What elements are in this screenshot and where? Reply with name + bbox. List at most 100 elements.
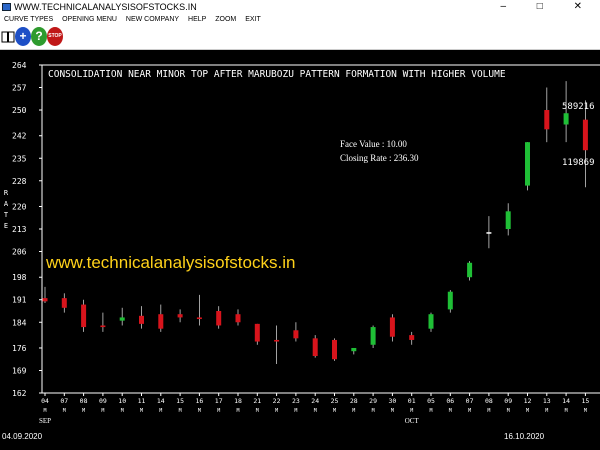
closing-rate: Closing Rate : 236.30	[340, 153, 419, 163]
candle-body	[42, 298, 48, 302]
y-tick-label: 169	[12, 366, 27, 375]
x-tick-sublabel: M	[275, 408, 278, 414]
x-tick-sublabel: M	[236, 408, 239, 414]
candle-body	[409, 335, 415, 340]
y-tick-label: 191	[12, 296, 27, 305]
x-tick-sublabel: M	[294, 408, 297, 414]
y-tick-label: 213	[12, 225, 27, 234]
x-tick-label: 15	[176, 397, 184, 405]
end-date: 16.10.2020	[504, 432, 545, 441]
x-tick-sublabel: M	[140, 408, 143, 414]
ticker-symbol: SHAKTIPUMP	[145, 27, 241, 45]
x-tick-sublabel: M	[352, 408, 355, 414]
rate-label-letter: T	[3, 211, 9, 219]
x-tick-sublabel: M	[121, 408, 124, 414]
y-tick-label: 220	[12, 202, 27, 211]
candle-body	[196, 317, 202, 320]
candle-body	[254, 323, 260, 342]
x-tick-sublabel: M	[159, 408, 162, 414]
candle-body	[370, 327, 376, 345]
volume-high: 589216	[562, 102, 595, 112]
x-tick-sublabel: M	[82, 408, 85, 414]
x-tick-label: 25	[331, 397, 339, 405]
candle-body	[274, 339, 280, 342]
x-tick-label: 13	[543, 397, 551, 405]
x-tick-sublabel: M	[468, 408, 471, 414]
menu-zoom[interactable]: ZOOM	[215, 16, 237, 23]
menu-opening-menu[interactable]: OPENING MENU	[62, 16, 117, 23]
x-tick-sublabel: M	[43, 408, 46, 414]
face-value: Face Value : 10.00	[340, 139, 407, 149]
x-tick-label: 14	[562, 397, 570, 405]
x-tick-label: 08	[485, 397, 493, 405]
candle-body	[139, 315, 144, 324]
window-title: WWW.TECHNICALANALYSISOFSTOCKS.IN	[14, 2, 197, 12]
x-tick-label: 08	[80, 397, 88, 405]
candle-body	[525, 142, 530, 186]
x-tick-label: 07	[60, 397, 68, 405]
x-tick-sublabel: M	[429, 408, 432, 414]
x-tick-label: 18	[234, 397, 242, 405]
start-date: 04.09.2020	[2, 432, 43, 441]
window-controls: – □ ✕	[500, 0, 596, 14]
x-tick-sublabel: M	[487, 408, 490, 414]
x-tick-sublabel: M	[391, 408, 394, 414]
candle-body	[312, 338, 318, 357]
x-tick-label: 12	[524, 397, 532, 405]
candle-body	[486, 232, 492, 234]
x-tick-sublabel: M	[526, 408, 529, 414]
x-tick-label: 21	[253, 397, 261, 405]
plus-icon[interactable]: +	[15, 27, 31, 46]
toolbar: + ? STOP	[0, 25, 600, 50]
x-tick-label: 29	[369, 397, 377, 405]
x-tick-label: 28	[350, 397, 358, 405]
x-tick-sublabel: M	[101, 408, 104, 414]
x-tick-sublabel: M	[372, 408, 375, 414]
candle-body	[351, 347, 357, 352]
y-tick-label: 184	[12, 318, 27, 327]
x-tick-sublabel: M	[198, 408, 201, 414]
x-tick-sublabel: M	[314, 408, 317, 414]
y-tick-label: 162	[12, 389, 27, 398]
candle-body	[447, 291, 453, 310]
x-tick-label: 30	[388, 397, 396, 405]
candle-body	[544, 110, 550, 130]
menu-new-company[interactable]: NEW COMPANY	[125, 16, 180, 23]
candle-body	[61, 298, 67, 308]
menu-exit[interactable]: EXIT	[245, 16, 261, 23]
minimize-button[interactable]: –	[500, 1, 520, 12]
website-watermark: www.technicalanalysisofstocks.in	[46, 253, 296, 272]
volume-low: 119869	[562, 158, 595, 168]
y-tick-label: 264	[12, 61, 27, 70]
x-tick-sublabel: M	[449, 408, 452, 414]
month-label: SEP	[39, 417, 51, 425]
candle-body	[81, 304, 87, 328]
x-tick-label: 15	[581, 397, 589, 405]
candle-body	[582, 119, 588, 151]
candle-body	[177, 314, 183, 318]
candle-body	[428, 314, 434, 329]
close-button[interactable]: ✕	[573, 1, 596, 12]
x-tick-label: 07	[466, 397, 474, 405]
y-tick-label: 257	[12, 84, 27, 93]
rate-label-letter: R	[3, 189, 9, 197]
y-tick-label: 176	[12, 344, 27, 353]
menu-help[interactable]: HELP	[188, 16, 207, 23]
help-icon[interactable]: ?	[31, 27, 47, 46]
stop-icon[interactable]: STOP	[47, 27, 63, 46]
x-tick-label: 04	[41, 397, 49, 405]
x-tick-sublabel: M	[507, 408, 510, 414]
candle-body	[293, 330, 299, 339]
rate-label-letter: A	[3, 200, 9, 208]
menu-curve-types[interactable]: CURVE TYPES	[4, 16, 54, 23]
x-tick-sublabel: M	[333, 408, 336, 414]
rate-axis-label: R A T E	[2, 188, 10, 232]
candle-body	[158, 314, 164, 329]
book-icon[interactable]	[1, 30, 15, 44]
maximize-button[interactable]: □	[536, 1, 557, 12]
candle-body	[100, 325, 106, 328]
x-tick-label: 11	[138, 397, 146, 405]
analysis-note: CONSOLIDATION NEAR MINOR TOP AFTER MARUB…	[48, 69, 506, 80]
x-tick-label: 24	[311, 397, 319, 405]
x-tick-label: 16	[195, 397, 203, 405]
